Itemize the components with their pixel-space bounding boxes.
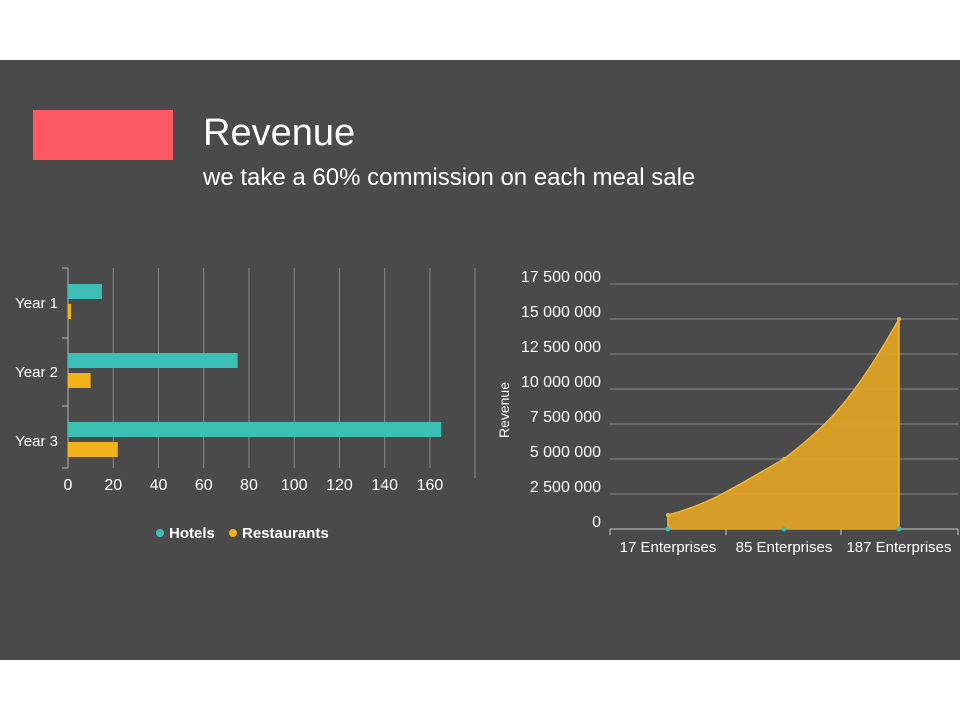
bar-category-label: Year 3 [15, 433, 58, 450]
legend-hotels-label: Hotels [169, 525, 215, 542]
bar-x-tick-label: 80 [240, 477, 258, 494]
area-baseline-marker [665, 526, 671, 532]
area-y-tick-label: 2 500 000 [530, 479, 601, 496]
restaurants-bar [68, 373, 91, 388]
revenue-area-fill [668, 319, 899, 529]
hotels-bar [68, 284, 102, 299]
legend-hotels-marker [156, 529, 164, 537]
bar-x-tick-label: 0 [64, 477, 73, 494]
area-y-tick-label: 12 500 000 [521, 339, 601, 356]
area-x-category-label: 187 Enterprises [846, 539, 951, 556]
area-baseline-marker [781, 526, 787, 532]
area-y-tick-label: 17 500 000 [521, 269, 601, 286]
bar-x-tick-label: 40 [150, 477, 168, 494]
bar-category-label: Year 2 [15, 364, 58, 381]
bar-x-tick-label: 60 [195, 477, 213, 494]
restaurants-bar [68, 304, 71, 319]
area-y-axis-label: Revenue [496, 382, 512, 438]
area-y-tick-label: 5 000 000 [530, 444, 601, 461]
revenue-point [666, 513, 670, 517]
legend-restaurants-label: Restaurants [242, 525, 329, 542]
bar-category-label: Year 1 [15, 295, 58, 312]
bar-x-tick-label: 160 [417, 477, 444, 494]
area-x-category-label: 85 Enterprises [736, 539, 833, 556]
area-baseline-marker [896, 526, 902, 532]
slide-subtitle: we take a 60% commission on each meal sa… [203, 164, 696, 191]
bar-x-tick-label: 100 [281, 477, 308, 494]
slide-title: Revenue [203, 112, 356, 154]
area-y-tick-label: 10 000 000 [521, 374, 601, 391]
area-y-tick-label: 7 500 000 [530, 409, 601, 426]
area-y-tick-label: 15 000 000 [521, 304, 601, 321]
revenue-point [897, 317, 901, 321]
revenue-point [782, 457, 786, 461]
hotels-bar [68, 422, 442, 437]
bar-x-tick-label: 120 [326, 477, 353, 494]
restaurants-bar [68, 442, 118, 457]
bar-x-tick-label: 20 [104, 477, 122, 494]
legend-restaurants-marker [229, 529, 237, 537]
accent-block [33, 110, 173, 160]
hotels-bar [68, 353, 238, 368]
bar-x-tick-label: 140 [371, 477, 398, 494]
area-y-tick-label: 0 [592, 514, 601, 531]
area-x-category-label: 17 Enterprises [620, 539, 717, 556]
